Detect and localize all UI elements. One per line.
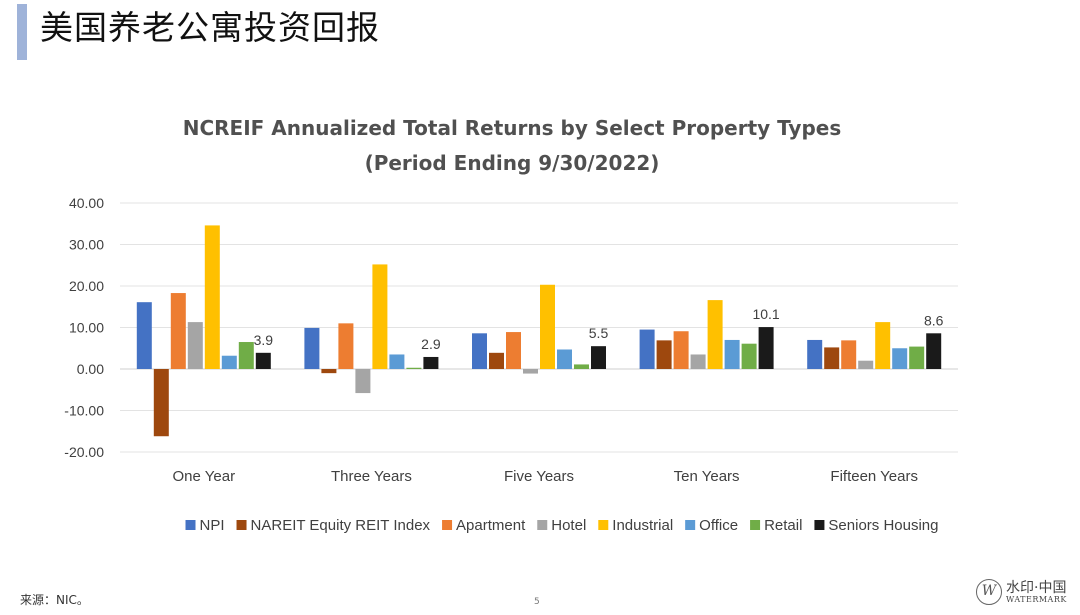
bar-apartment [506,332,521,369]
source-note: 来源：NIC。 [20,593,89,607]
watermark-logo-icon: W [976,579,1002,605]
legend-swatch [685,520,696,530]
bar-apartment [673,331,689,369]
data-label: 3.9 [254,332,274,348]
bar-seniors-housing [423,356,439,369]
title-accent-bar [17,4,27,60]
legend-swatch [236,520,247,530]
bar-hotel [690,354,706,369]
bar-npi [472,333,487,369]
watermark-subtext: WATERMARK [1006,595,1067,604]
legend-item: Apartment [442,517,526,534]
y-tick-label: -20.00 [64,444,104,460]
legend-item: Retail [750,517,802,534]
watermark: W 水印·中国 WATERMARK [976,577,1080,607]
bar-hotel [523,369,538,374]
legend-label: Office [699,517,738,534]
legend-swatch [442,520,453,530]
bar-retail [574,364,589,369]
bar-nareit-equity-reit-index [153,369,169,437]
legend-label: Hotel [551,517,586,534]
category-labels: One Year Three Years Five Years Ten Years Fi… [173,468,918,485]
bar-nareit-equity-reit-index [321,369,337,374]
page-number: 5 [534,597,540,607]
bar-nareit-equity-reit-index [489,352,504,369]
category-label: Three Years [331,468,412,485]
category-label: Fifteen Years [830,468,918,485]
legend-swatch [537,520,548,530]
legend-item: Industrial [598,517,673,534]
y-axis-ticks: 40.00 30.00 20.00 10.00 0.00 -10.00 -20.00 [64,195,104,460]
chart-title: NCREIF Annualized Total Returns by Selec… [183,116,842,140]
bar-industrial [204,225,220,369]
bar-retail [909,346,925,369]
bar-hotel [187,322,203,369]
bar-nareit-equity-reit-index [656,340,672,369]
bar-industrial [372,264,388,369]
y-tick-label: 0.00 [77,361,104,377]
legend-label: Seniors Housing [828,517,938,534]
legend-label: NAREIT Equity REIT Index [251,517,431,534]
legend-label: Retail [764,517,802,534]
legend-swatch [185,520,196,530]
bar-retail [406,367,422,369]
bar-office [221,355,237,369]
bar-seniors-housing [926,333,942,369]
legend-item: Office [685,517,738,534]
gridlines [120,202,958,453]
y-tick-label: 40.00 [69,195,104,211]
legend-item: Seniors Housing [814,517,938,534]
legend-swatch [814,520,825,530]
bar-apartment [170,293,186,369]
y-tick-label: 20.00 [69,278,104,294]
bar-seniors-housing [758,327,774,369]
slide-title: 美国养老公寓投资回报 [40,8,380,47]
bar-seniors-housing [591,346,606,369]
data-label: 10.1 [752,306,779,322]
category-label: Ten Years [674,468,740,485]
legend-swatch [598,520,609,530]
bar-seniors-housing [255,352,271,369]
legend: NPI NAREIT Equity REIT Index Apartment Hote… [185,517,938,534]
data-label: 8.6 [924,312,944,328]
legend-label: Industrial [612,517,673,534]
bar-npi [639,329,655,369]
bar-npi [304,327,320,369]
bars [136,225,942,437]
legend-label: NPI [200,517,225,534]
legend-label: Apartment [456,517,526,534]
chart-subtitle: (Period Ending 9/30/2022) [365,151,660,175]
y-tick-label: 10.00 [69,320,104,336]
bar-office [724,339,740,369]
bar-retail [238,342,254,369]
bar-hotel [858,360,874,369]
y-tick-label: -10.00 [64,403,104,419]
bar-npi [807,339,823,369]
bar-apartment [338,323,354,369]
bar-npi [136,302,152,369]
data-label: 2.9 [421,336,441,352]
bar-nareit-equity-reit-index [824,347,840,369]
data-label: 5.5 [589,325,609,341]
data-labels: 3.9 2.9 5.5 10.1 8.6 [254,306,944,352]
legend-item: NAREIT Equity REIT Index [236,517,431,534]
watermark-text: 水印·中国 [1006,580,1067,596]
bar-apartment [841,340,857,369]
bar-office [892,348,908,369]
y-tick-label: 30.00 [69,237,104,253]
category-label: One Year [173,468,236,485]
bar-industrial [875,322,891,369]
category-label: Five Years [504,468,574,485]
bar-office [557,349,572,369]
legend-swatch [750,520,761,530]
bar-hotel [355,369,371,394]
bar-retail [741,343,757,369]
legend-item: NPI [185,517,225,534]
bar-industrial [540,284,555,369]
legend-item: Hotel [537,517,586,534]
bar-industrial [707,300,723,369]
bar-office [389,354,405,369]
